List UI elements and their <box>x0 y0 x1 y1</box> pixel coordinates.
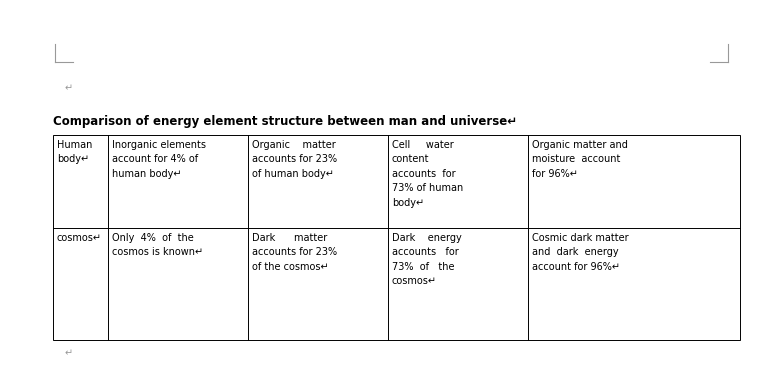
Text: Human
body↵: Human body↵ <box>57 140 93 164</box>
Text: Dark      matter
accounts for 23%
of the cosmos↵: Dark matter accounts for 23% of the cosm… <box>252 233 337 272</box>
Bar <box>53 135 740 340</box>
Text: Cell     water
content
accounts  for
73% of human
body↵: Cell water content accounts for 73% of h… <box>392 140 463 208</box>
Text: Only  4%  of  the
cosmos is known↵: Only 4% of the cosmos is known↵ <box>112 233 203 257</box>
Text: cosmos↵: cosmos↵ <box>57 233 102 243</box>
Text: Cosmic dark matter
and  dark  energy
account for 96%↵: Cosmic dark matter and dark energy accou… <box>532 233 629 272</box>
Text: Dark    energy
accounts   for
73%  of   the
cosmos↵: Dark energy accounts for 73% of the cosm… <box>392 233 462 286</box>
Text: ↵: ↵ <box>65 348 73 358</box>
Text: Organic    matter
accounts for 23%
of human body↵: Organic matter accounts for 23% of human… <box>252 140 337 179</box>
Text: Inorganic elements
account for 4% of
human body↵: Inorganic elements account for 4% of hum… <box>112 140 206 179</box>
Text: Comparison of energy element structure between man and universe↵: Comparison of energy element structure b… <box>53 115 517 128</box>
Text: ↵: ↵ <box>65 83 73 93</box>
Text: Organic matter and
moisture  account
for 96%↵: Organic matter and moisture account for … <box>532 140 628 179</box>
